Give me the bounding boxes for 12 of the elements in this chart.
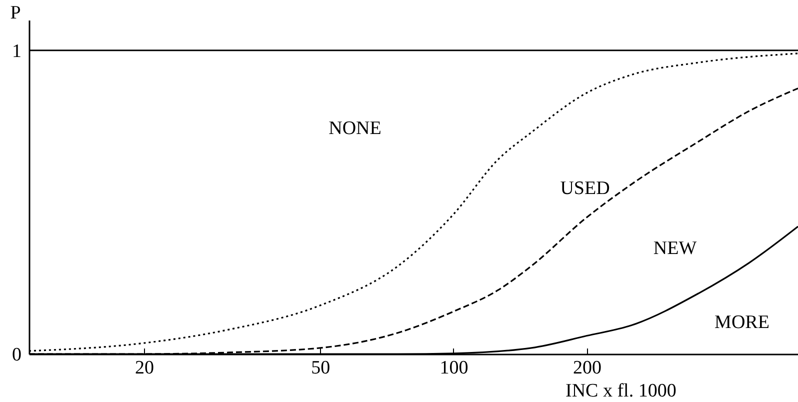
x-tick-label: 50 — [311, 358, 330, 378]
y-tick-label: 1 — [12, 40, 22, 62]
y-axis-title: P — [10, 2, 21, 24]
x-tick-label: 20 — [134, 358, 154, 378]
x-axis-title: INC x fl. 1000 — [566, 380, 676, 402]
annotation: NEW — [653, 238, 697, 259]
x-tick-label: 100 — [440, 358, 468, 378]
y-tick-label: 0 — [12, 344, 22, 366]
annotation: MORE — [714, 312, 770, 333]
annotation: USED — [560, 178, 610, 199]
x-tick-label: 200 — [572, 358, 602, 378]
annotation: NONE — [328, 118, 382, 139]
